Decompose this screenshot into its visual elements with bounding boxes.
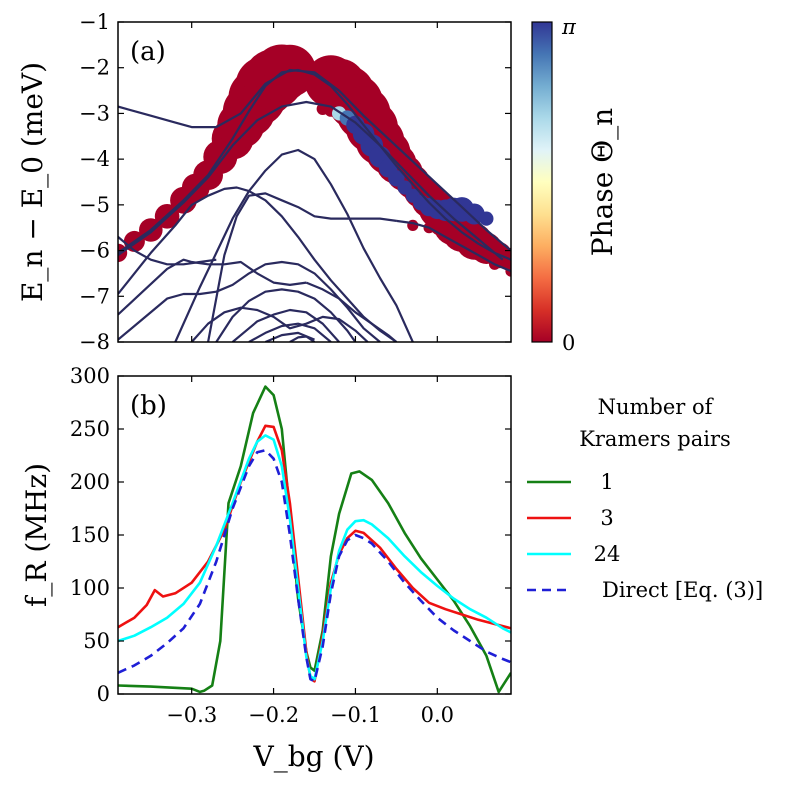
phase-marker	[499, 247, 511, 272]
energy-level-line-4	[174, 148, 414, 342]
colorbar-gradient	[531, 21, 553, 343]
energy-level-line-14	[231, 308, 340, 342]
legend: Number of Kramers pairs 1 3 24 Direct [Eq. …	[527, 395, 763, 602]
energy-level-line-2	[118, 68, 511, 252]
panel-a-ytick-label: −5	[79, 193, 110, 217]
energy-level-line-1	[118, 68, 511, 261]
panel-b-lines	[118, 385, 511, 694]
panel-a-lines	[118, 68, 511, 342]
panel-b-ytick-label: 0	[97, 682, 110, 706]
legend-title-line1: Number of	[598, 395, 715, 419]
panel-a-ytick-label: −4	[79, 147, 110, 171]
panel-b-xlabel: V_bg (V)	[252, 740, 374, 773]
energy-level-line-8	[118, 236, 217, 266]
panel-b-xtick-label: 0.0	[421, 703, 454, 727]
panel-b-ytick-label: 200	[70, 470, 110, 494]
panel-a: −1 −2 −3 −4 −5 −6 −7 −8 (a) E_n − E_0 (meV)	[16, 10, 512, 354]
panel-b-background	[118, 376, 511, 694]
series-line-1	[118, 385, 511, 694]
series-line-3	[118, 434, 511, 681]
energy-level-line-17	[289, 335, 316, 342]
legend-label-3: 24	[594, 542, 621, 566]
legend-entries: 1 3 24 Direct [Eq. (3)]	[527, 470, 763, 602]
series-line-4	[118, 448, 511, 683]
energy-level-line-12	[190, 306, 369, 342]
panel-b-ticks: 0 50 100 150 200 250 300 −0.3 −0.2 −0.1 0.0	[70, 364, 511, 727]
legend-title-line2: Kramers pairs	[579, 427, 731, 451]
panel-a-ytick-label: −8	[79, 330, 110, 354]
panel-b-xtick-label: −0.1	[330, 703, 381, 727]
energy-level-line-13	[215, 288, 357, 342]
legend-label-2: 3	[600, 506, 613, 530]
panel-b-xtick-label: −0.2	[248, 703, 299, 727]
energy-level-line-11	[118, 260, 381, 342]
colorbar-bottom-label: 0	[562, 331, 575, 355]
panel-a-ytick-label: −3	[79, 101, 110, 125]
energy-level-line-5	[118, 186, 398, 342]
panel-a-frame	[117, 21, 512, 343]
panel-b-ytick-label: 50	[83, 629, 110, 653]
energy-level-line-9	[118, 258, 307, 316]
phase-marker	[479, 211, 494, 226]
colorbar-top-label: π	[561, 15, 577, 39]
energy-level-line-15	[248, 322, 332, 342]
panel-a-ticks: −1 −2 −3 −4 −5 −6 −7 −8	[79, 10, 511, 354]
panel-b-ytick-label: 150	[70, 523, 110, 547]
panel-a-label: (a)	[130, 37, 166, 67]
panel-b: 0 50 100 150 200 250 300 −0.3 −0.2 −0.1 0.0 (b) f_…	[20, 364, 512, 773]
legend-label-1: 1	[600, 470, 613, 494]
panel-b-ytick-label: 100	[70, 576, 110, 600]
energy-level-line-3	[118, 100, 504, 261]
energy-level-line-10	[305, 281, 398, 342]
panel-b-ytick-label: 250	[70, 417, 110, 441]
panel-a-ytick-label: −1	[79, 10, 110, 34]
legend-label-4: Direct [Eq. (3)]	[602, 578, 763, 602]
panel-b-ylabel: f_R (MHz)	[20, 463, 53, 607]
panel-a-ytick-label: −6	[79, 239, 110, 263]
panel-a-ylabel: E_n − E_0 (meV)	[16, 62, 49, 302]
panel-b-ytick-label: 300	[70, 364, 110, 388]
panel-b-label: (b)	[130, 391, 167, 421]
energy-level-line-7	[396, 219, 511, 273]
energy-level-line-6	[207, 192, 397, 342]
colorbar-label: Phase Θ_n	[586, 108, 619, 256]
panel-a-ytick-label: −2	[79, 56, 110, 80]
panel-a-ytick-label: −7	[79, 284, 110, 308]
colorbar: π 0 Phase Θ_n	[531, 15, 619, 355]
panel-b-xtick-label: −0.3	[166, 703, 217, 727]
